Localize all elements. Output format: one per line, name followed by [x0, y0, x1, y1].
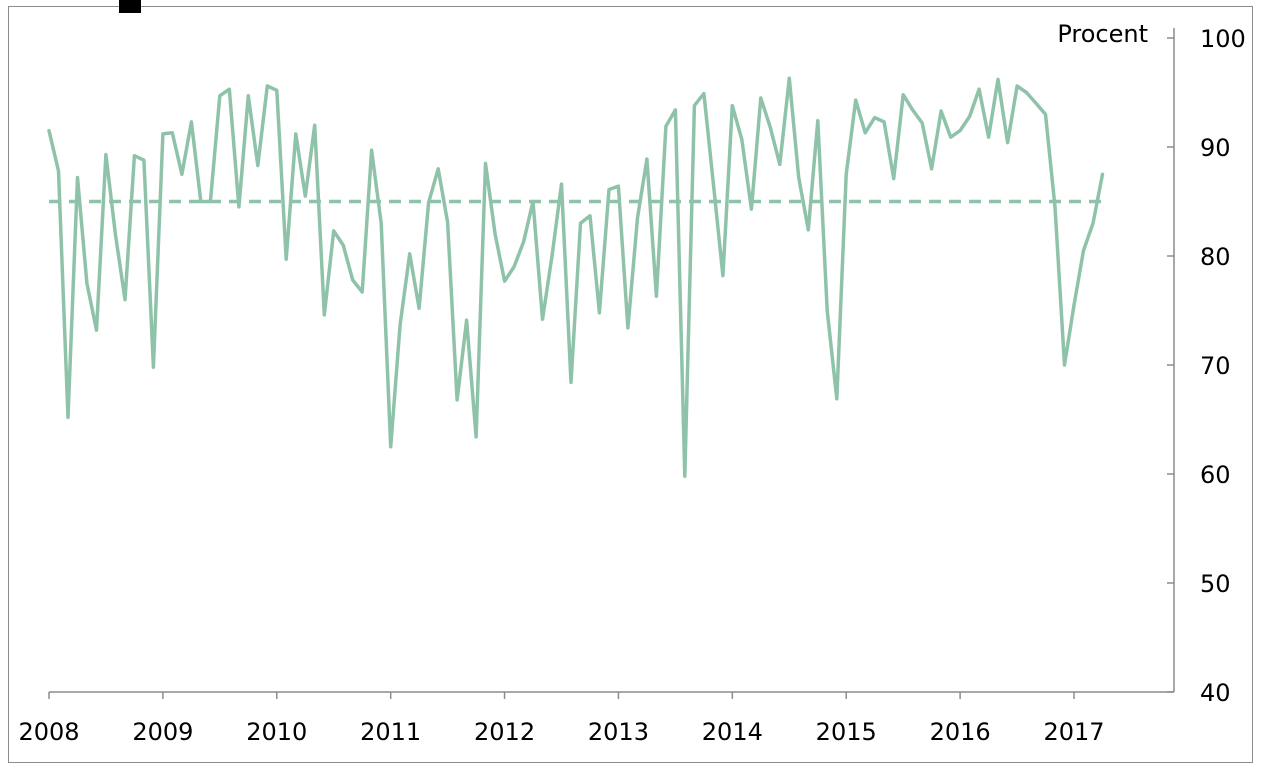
x-tick-label-2011: 2011	[360, 718, 421, 746]
cropped-title-fragment	[119, 0, 141, 13]
series-line-0	[47, 76, 1105, 478]
y-unit-label: Procent	[1057, 20, 1148, 48]
y-tick-labels: 40 50 60 70 80 90 100	[1200, 25, 1246, 707]
x-tick-label-2016: 2016	[930, 718, 991, 746]
series-group	[47, 76, 1105, 478]
axes	[49, 28, 1175, 693]
y-tick-label-90: 90	[1200, 134, 1231, 162]
x-tick-label-2012: 2012	[474, 718, 535, 746]
x-tick-label-2015: 2015	[816, 718, 877, 746]
y-tick-label-60: 60	[1200, 461, 1231, 489]
x-tick-label-2010: 2010	[246, 718, 307, 746]
x-tick-label-2017: 2017	[1043, 718, 1104, 746]
x-tick-label-2013: 2013	[588, 718, 649, 746]
y-tick-label-80: 80	[1200, 243, 1231, 271]
x-tick-label-2014: 2014	[702, 718, 763, 746]
y-tick-label-70: 70	[1200, 352, 1231, 380]
y-tick-label-100: 100	[1200, 25, 1246, 53]
x-tick-marks	[48, 692, 1075, 699]
y-tick-label-50: 50	[1200, 570, 1231, 598]
x-tick-label-2008: 2008	[18, 718, 79, 746]
x-tick-label-2009: 2009	[132, 718, 193, 746]
y-tick-label-40: 40	[1200, 679, 1231, 707]
x-tick-labels: 2008 2009 2010 2011 2012 2013 2014 2015 2016 2017	[18, 718, 1104, 746]
y-tick-marks	[1167, 37, 1174, 693]
chart-frame	[8, 0, 1253, 763]
